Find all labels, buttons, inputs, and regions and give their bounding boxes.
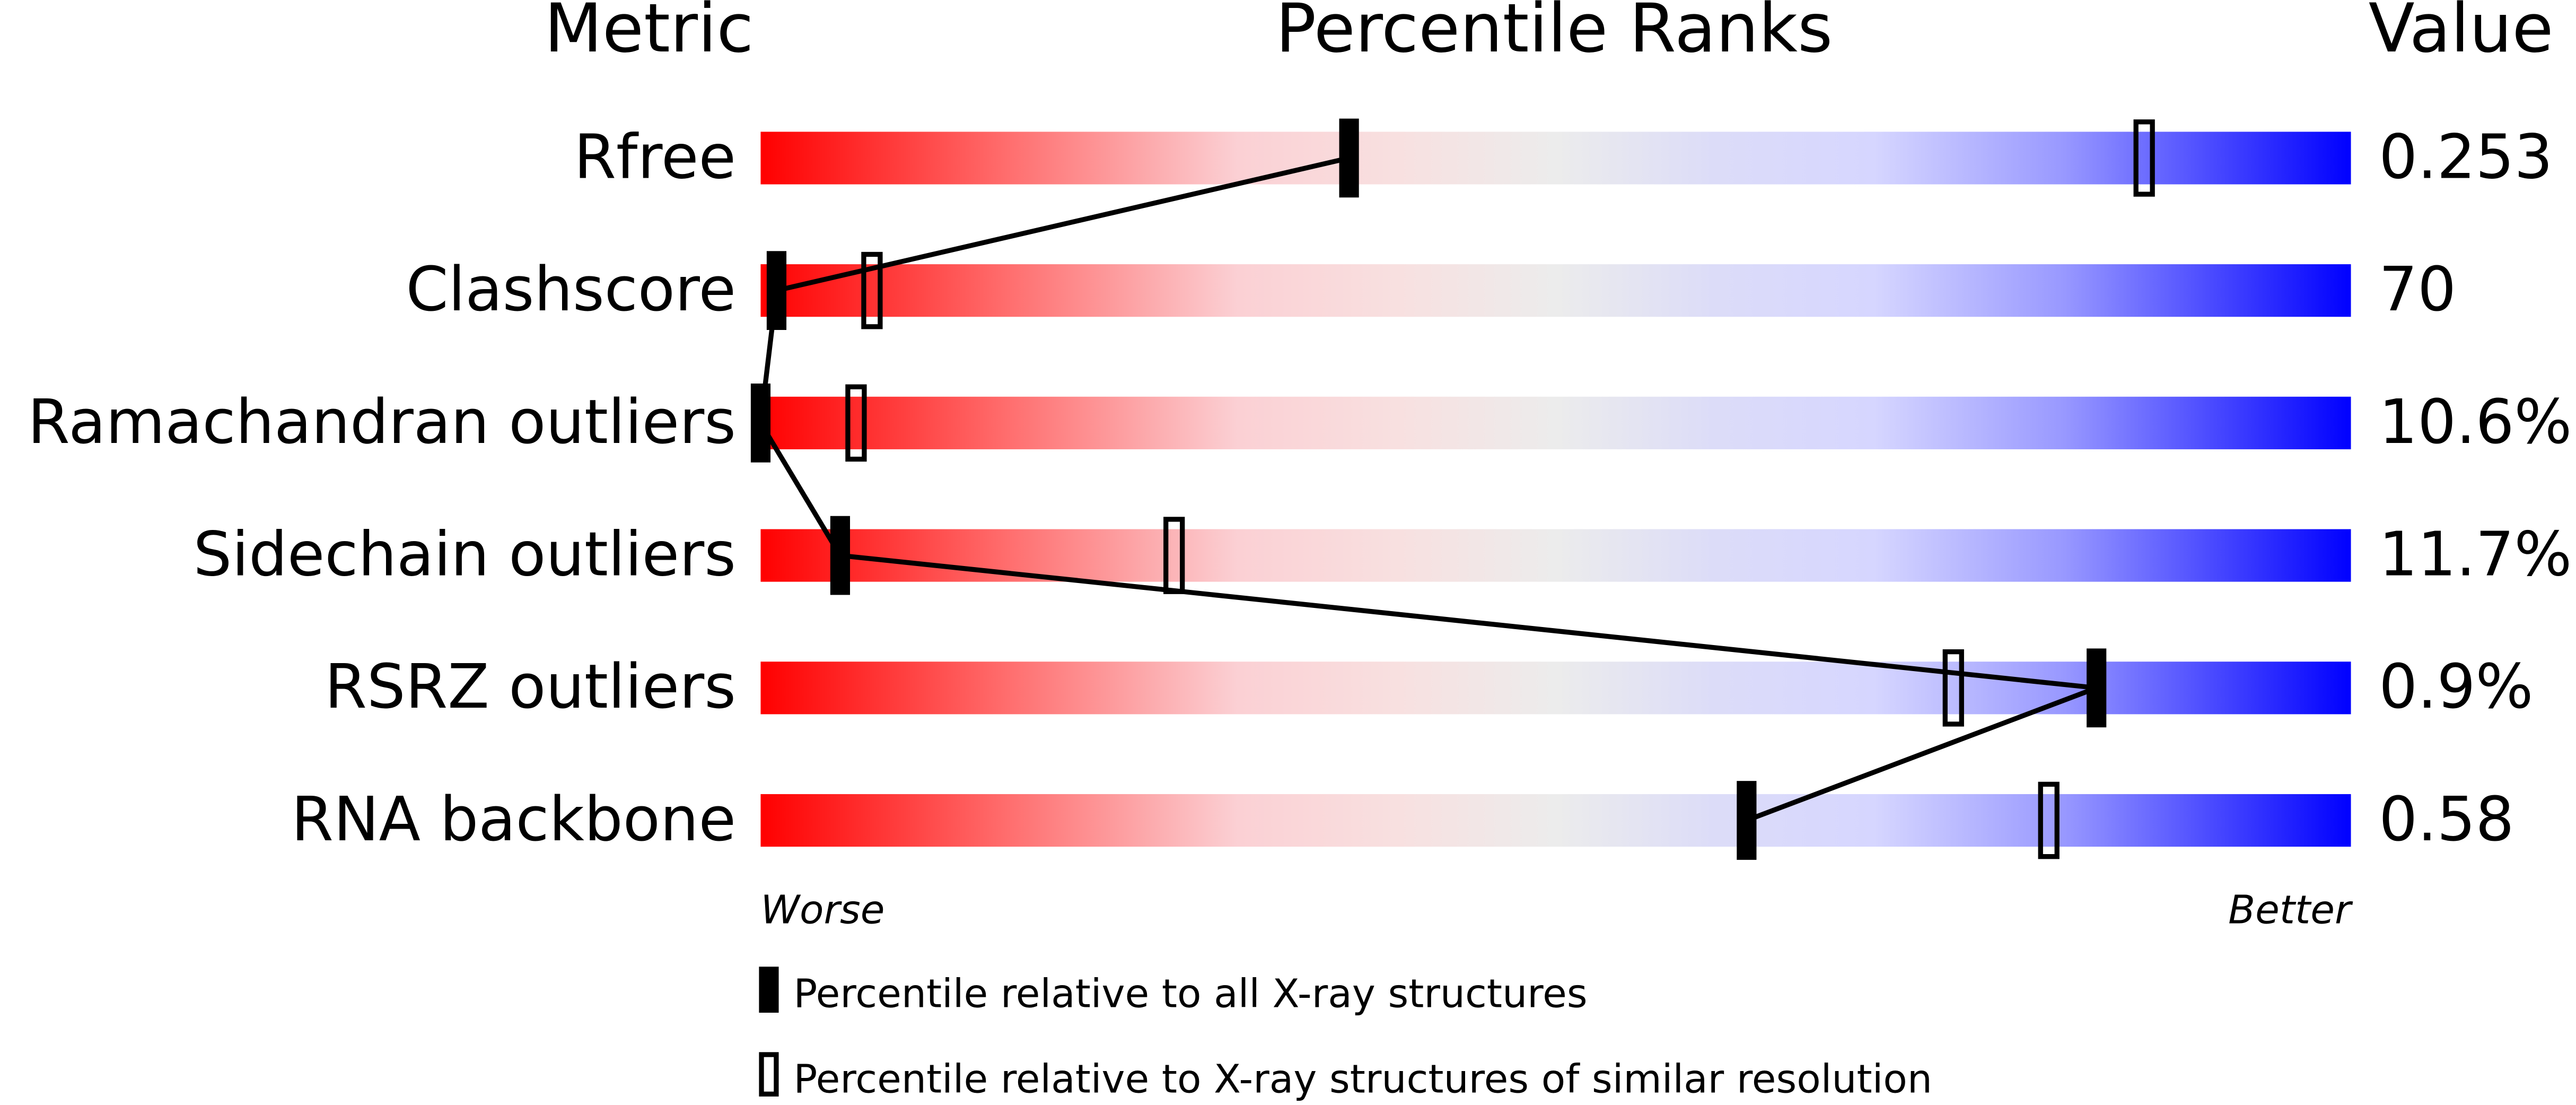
metric-value: 0.58 [2379, 785, 2514, 855]
slider-bar [760, 264, 2351, 317]
legend-entry: Percentile relative to all X-ray structu… [793, 971, 1587, 1017]
all-marker [750, 384, 771, 463]
better-label: Better [2228, 887, 2353, 933]
worse-label: Worse [760, 887, 884, 933]
metric-value: 70 [2379, 255, 2456, 325]
similar-marker [2133, 119, 2155, 197]
metric-value: 0.253 [2379, 122, 2553, 193]
similar-marker [1163, 517, 1185, 594]
legend-swatch-open [759, 1052, 779, 1097]
metric-label: Ramachandran outliers [28, 387, 736, 458]
metric-value: 0.9% [2379, 652, 2533, 723]
slider-bar [760, 396, 2351, 449]
all-marker [2087, 648, 2107, 728]
chart-title: Percentile Ranks [1276, 0, 1833, 67]
metric-header: Metric [544, 0, 753, 67]
metric-value: 11.7% [2379, 520, 2572, 590]
metric-label: RNA backbone [291, 785, 736, 855]
slider-bar [760, 132, 2351, 185]
legend-swatch-filled [759, 967, 779, 1013]
metric-value: 10.6% [2379, 387, 2572, 458]
slider-bar [760, 794, 2351, 847]
similar-marker [1942, 649, 1964, 727]
metric-label: Rfree [574, 122, 736, 193]
similar-marker [2038, 781, 2060, 859]
metric-label: RSRZ outliers [325, 652, 736, 723]
connector-line [758, 155, 2098, 823]
all-marker [1737, 781, 1757, 860]
value-header: Value [2369, 0, 2554, 67]
all-marker [830, 516, 851, 595]
similar-marker [861, 251, 883, 329]
legend-entry: Percentile relative to X-ray structures … [793, 1056, 1932, 1102]
all-marker [1339, 118, 1359, 198]
all-marker [766, 251, 787, 330]
similar-marker [845, 384, 867, 462]
slider-bar [760, 662, 2351, 715]
metric-label: Clashscore [406, 255, 737, 325]
metric-label: Sidechain outliers [193, 520, 736, 590]
